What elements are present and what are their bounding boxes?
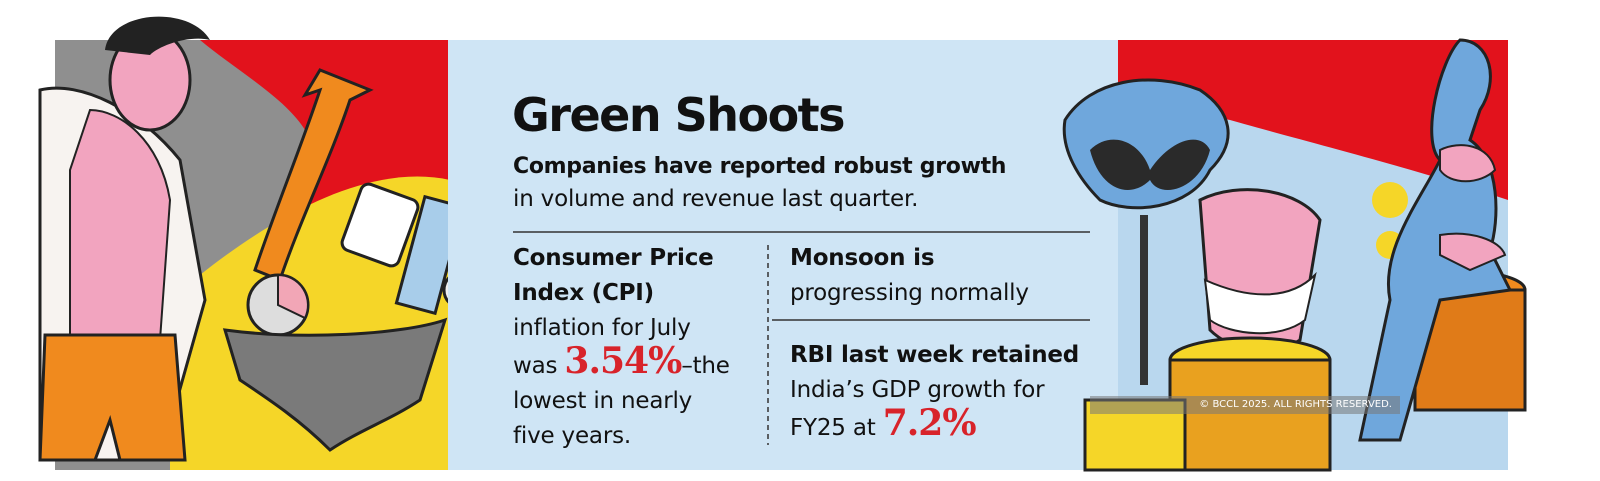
text-line: India’s GDP growth for	[790, 377, 1045, 403]
briefs	[222, 317, 448, 452]
mannequin-bottom	[1439, 232, 1507, 272]
monsoon-block: Monsoon is progressing normally	[790, 241, 1029, 311]
heading: Monsoon is	[790, 245, 935, 271]
dot	[1372, 182, 1408, 218]
pedestal-body	[1168, 358, 1332, 472]
text-line: progressing normally	[790, 280, 1029, 306]
mannequin-bra	[1439, 144, 1497, 183]
text: –the	[681, 353, 730, 379]
heading: RBI last week retained	[790, 342, 1080, 368]
copyright: © BCCL 2025. ALL RIGHTS RESERVED.	[1090, 396, 1400, 414]
heading-line: Consumer Price	[513, 245, 714, 271]
arrow	[253, 68, 374, 282]
rbi-block: RBI last week retained India’s GDP growt…	[790, 338, 1079, 446]
cpi-column: Consumer Price Index (CPI) inflation for…	[513, 241, 730, 454]
shorts	[38, 333, 187, 462]
heading-line: Index (CPI)	[513, 280, 654, 306]
subtitle: in volume and revenue last quarter.	[513, 186, 919, 212]
pie-slice	[277, 273, 309, 320]
title: Green Shoots	[512, 88, 846, 142]
subtitle-bold: Companies have reported robust growth	[513, 154, 1007, 179]
panty	[1203, 271, 1317, 335]
text: FY25 at	[790, 415, 876, 441]
text-line: FY25 at 7.2%	[790, 405, 1079, 446]
text-line: was 3.54%–the	[513, 343, 730, 384]
hair	[105, 16, 210, 55]
rupee-card	[340, 182, 420, 268]
highlight: 7.2%	[882, 402, 977, 444]
highlight: 3.54%	[564, 340, 682, 382]
text-panel	[448, 40, 1118, 470]
text-line: five years.	[513, 423, 631, 449]
red-top	[1118, 40, 1508, 200]
bra	[1090, 139, 1210, 190]
text: was	[513, 353, 558, 379]
mannequin	[1358, 38, 1513, 442]
text-line: inflation for July	[513, 315, 691, 341]
text-line: lowest in nearly	[513, 388, 693, 414]
stand	[1140, 215, 1148, 385]
